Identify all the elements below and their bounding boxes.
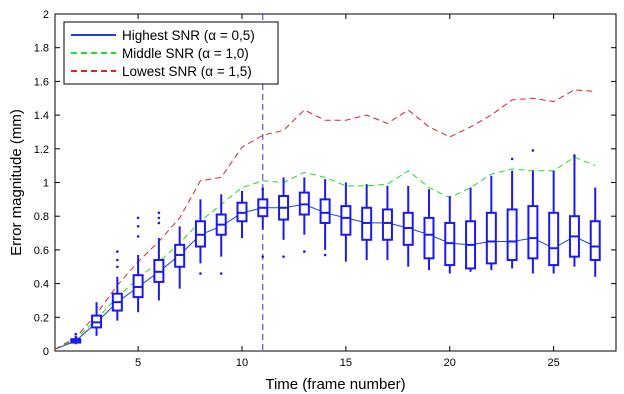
box-outlier xyxy=(282,255,285,258)
y-axis-label: Error magnitude (mm) xyxy=(8,109,25,256)
y-tick-label: 1 xyxy=(43,178,49,190)
box-plot xyxy=(381,185,393,261)
box-outlier xyxy=(136,235,140,238)
box-body xyxy=(589,220,601,262)
box-body xyxy=(319,198,331,224)
box-plot xyxy=(402,185,414,267)
box-plot xyxy=(319,179,331,257)
box-plot xyxy=(153,211,165,301)
y-tick-label: 0.2 xyxy=(34,312,49,324)
y-tick-label: 0.8 xyxy=(34,211,49,223)
box-body xyxy=(548,211,560,267)
box-plot xyxy=(527,149,539,274)
box-outlier xyxy=(157,221,161,225)
box-outlier xyxy=(157,216,161,220)
x-tick-label: 20 xyxy=(444,357,456,369)
box-plot xyxy=(444,195,456,274)
series-line-2 xyxy=(54,156,596,350)
box-outlier xyxy=(219,272,223,275)
box-plot xyxy=(548,170,560,274)
box-plot xyxy=(485,175,497,271)
box-outlier xyxy=(116,265,119,269)
y-tick-label: 1.8 xyxy=(34,43,49,55)
box-plot xyxy=(132,216,144,313)
box-outlier xyxy=(261,187,265,191)
box-body xyxy=(527,205,539,260)
legend-label-1: Highest SNR (α = 0,5) xyxy=(122,28,255,43)
box-plot xyxy=(174,226,186,289)
box-plot xyxy=(361,184,373,261)
box-plot xyxy=(236,190,248,239)
box-outlier xyxy=(136,216,140,220)
box-outlier xyxy=(157,211,161,215)
box-plot xyxy=(91,302,103,336)
box-outlier xyxy=(323,253,327,257)
y-tick-label: 2 xyxy=(43,9,49,21)
box-plot xyxy=(278,177,290,258)
box-plot xyxy=(568,154,580,267)
box-outlier xyxy=(116,250,119,253)
box-outlier xyxy=(531,149,535,152)
box-outlier xyxy=(510,157,514,161)
box-outlier xyxy=(573,154,576,157)
box-outlier xyxy=(303,250,306,253)
box-plot xyxy=(257,187,269,258)
box-body xyxy=(423,216,435,260)
x-tick-label: 25 xyxy=(548,357,560,369)
box-body xyxy=(340,205,352,236)
box-body xyxy=(381,208,393,241)
y-tick-label: 1.4 xyxy=(34,110,49,122)
box-outlier xyxy=(116,258,119,262)
box-plot xyxy=(589,187,601,277)
legend-label-3: Lowest SNR (α = 1,5) xyxy=(122,64,252,79)
x-tick-label: 10 xyxy=(236,357,248,369)
axes: 5 10 15 20 25 0 0.2 0.4 0.6 0.8 1 1.2 1.4 1.6 1.8 2 xyxy=(34,9,616,369)
y-tick-label: 1.6 xyxy=(34,76,49,88)
box-plot xyxy=(215,194,227,275)
box-plot xyxy=(194,199,206,275)
box-plot xyxy=(340,182,352,262)
box-outlier xyxy=(136,225,140,228)
box-outlier xyxy=(74,332,78,336)
x-tick-label: 15 xyxy=(340,357,352,369)
y-tick-label: 0.6 xyxy=(34,245,49,257)
legend-box xyxy=(63,21,279,85)
box-plots xyxy=(70,149,601,345)
box-plot xyxy=(298,177,310,253)
y-tick-label: 0.4 xyxy=(34,279,49,291)
series-line-3 xyxy=(54,89,596,350)
x-tick-label: 5 xyxy=(135,357,141,369)
legend: Highest SNR (α = 0,5) Middle SNR (α = 1,0… xyxy=(63,21,279,85)
x-axis-label: Time (frame number) xyxy=(265,376,405,393)
box-plot xyxy=(111,250,123,321)
box-plot xyxy=(465,187,477,272)
y-tick-label: 1.2 xyxy=(34,144,49,156)
legend-label-2: Middle SNR (α = 1,0) xyxy=(122,46,249,61)
box-outlier xyxy=(261,255,265,258)
box-outlier xyxy=(199,272,202,275)
box-plot xyxy=(70,332,82,345)
y-tick-label: 0 xyxy=(43,346,49,358)
box-plot xyxy=(423,189,435,271)
box-body xyxy=(485,211,497,265)
box-body xyxy=(506,208,518,262)
box-plot xyxy=(506,157,518,269)
